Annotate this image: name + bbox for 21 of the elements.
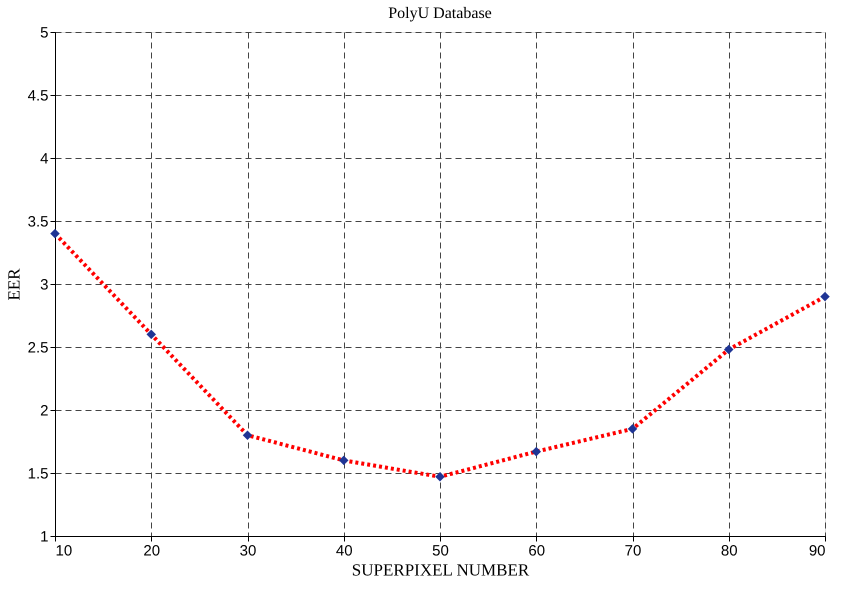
chart-title: PolyU Database bbox=[388, 5, 492, 22]
x-tick-label: 50 bbox=[432, 542, 449, 560]
x-tick-label: 30 bbox=[240, 542, 256, 560]
y-tick-label: 3 bbox=[40, 276, 48, 294]
x-tick-label: 70 bbox=[624, 542, 642, 560]
y-tick-label: 5 bbox=[40, 24, 48, 42]
x-tick-label: 10 bbox=[56, 542, 72, 560]
y-tick-label: 1 bbox=[40, 528, 48, 546]
x-axis-title: SUPERPIXEL NUMBER bbox=[352, 560, 530, 580]
y-tick-label: 2.5 bbox=[28, 340, 48, 356]
x-tick-label: 20 bbox=[143, 542, 160, 560]
y-axis-title: EER bbox=[4, 268, 24, 301]
x-tick-label: 60 bbox=[528, 542, 546, 560]
x-tick-label: 40 bbox=[336, 542, 353, 560]
y-tick-label: 4.5 bbox=[28, 88, 48, 104]
x-tick-label: 90 bbox=[808, 542, 826, 560]
y-tick-label: 1.5 bbox=[28, 466, 48, 482]
y-tick-label: 3.5 bbox=[28, 214, 48, 230]
y-tick-label: 2 bbox=[40, 402, 48, 420]
y-tick-label: 4 bbox=[40, 150, 48, 168]
x-tick-label: 80 bbox=[720, 542, 738, 560]
